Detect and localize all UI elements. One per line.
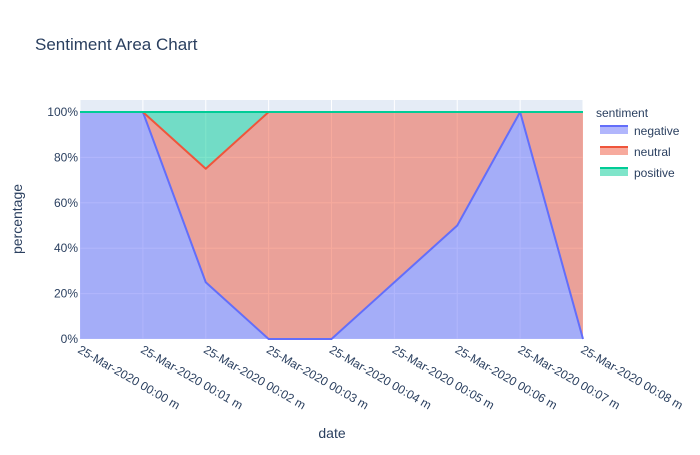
y-tick-label: 20% <box>54 287 78 301</box>
y-tick-label: 0% <box>61 332 79 346</box>
series-lines-layer <box>80 111 584 340</box>
legend-label-negative: negative <box>634 124 680 138</box>
legend-title: sentiment <box>596 106 649 120</box>
legend-items: negative neutral positive <box>600 124 680 180</box>
legend-swatch-positive <box>600 168 628 176</box>
legend-swatch-neutral <box>600 147 628 155</box>
legend-swatch-negative <box>600 126 628 134</box>
area-positive <box>80 112 583 169</box>
x-axis-title: date <box>318 425 345 441</box>
y-tick-label: 100% <box>47 105 78 119</box>
y-tick-label: 80% <box>54 150 78 164</box>
legend-label-positive: positive <box>634 166 675 180</box>
line-negative <box>80 111 584 340</box>
legend: sentiment negative neutral positive <box>596 106 680 180</box>
y-axis-title: percentage <box>9 184 25 254</box>
y-tick-label: 60% <box>54 196 78 210</box>
legend-label-neutral: neutral <box>634 145 671 159</box>
y-tick-label: 40% <box>54 241 78 255</box>
y-axis-ticks: 0% 20% 40% 60% 80% 100% <box>47 105 78 346</box>
chart-title: Sentiment Area Chart <box>35 35 198 54</box>
